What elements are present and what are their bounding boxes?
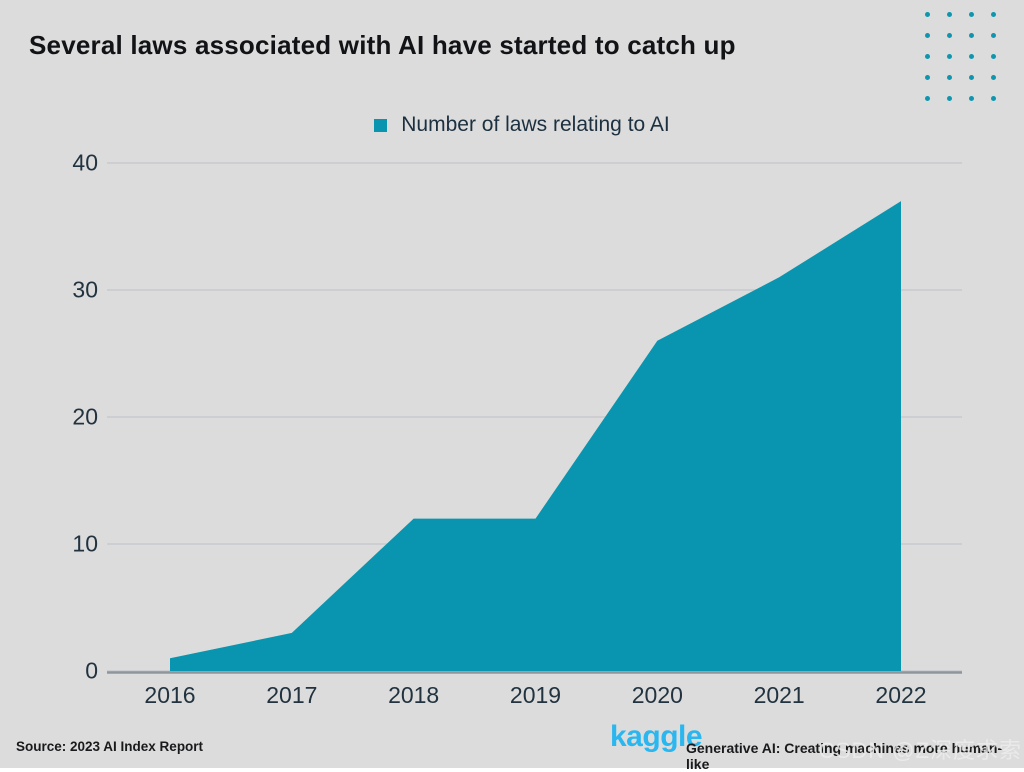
page-title: Several laws associated with AI have sta… <box>29 30 736 60</box>
dot-icon <box>991 54 996 59</box>
dots-decoration-icon <box>925 12 996 101</box>
y-tick-label: 10 <box>72 530 98 557</box>
dot-icon <box>947 96 952 101</box>
dot-icon <box>969 33 974 38</box>
dot-icon <box>925 33 930 38</box>
dot-icon <box>991 33 996 38</box>
x-tick-label: 2020 <box>631 682 683 708</box>
dot-icon <box>925 12 930 17</box>
dot-icon <box>969 96 974 101</box>
dot-icon <box>925 54 930 59</box>
kaggle-logo: kaggle <box>610 720 703 753</box>
area-series <box>170 201 901 671</box>
y-tick-label: 20 <box>72 403 98 430</box>
x-tick-label: 2017 <box>266 682 318 708</box>
x-tick-label: 2022 <box>875 682 927 708</box>
x-tick-label: 2016 <box>144 682 196 708</box>
x-tick-label: 2021 <box>753 682 805 708</box>
dot-icon <box>991 75 996 80</box>
y-tick-label: 30 <box>72 276 98 303</box>
dot-icon <box>947 54 952 59</box>
dot-icon <box>969 12 974 17</box>
chart-legend: Number of laws relating to AI <box>0 113 1024 137</box>
dot-icon <box>991 96 996 101</box>
dot-icon <box>947 33 952 38</box>
dot-icon <box>925 75 930 80</box>
legend-label: Number of laws relating to AI <box>401 113 670 136</box>
y-tick-label: 40 <box>72 149 98 176</box>
dot-icon <box>947 12 952 17</box>
dot-icon <box>969 75 974 80</box>
y-tick-label: 0 <box>85 657 98 684</box>
csdn-watermark: CSDN @Z深度求索 <box>818 738 1022 763</box>
source-note: Source: 2023 AI Index Report <box>16 739 204 754</box>
dot-icon <box>991 12 996 17</box>
x-tick-label: 2018 <box>388 682 440 708</box>
legend-swatch-icon <box>374 118 388 132</box>
x-tick-label: 2019 <box>509 682 562 708</box>
dot-icon <box>947 75 952 80</box>
dot-icon <box>969 54 974 59</box>
dot-icon <box>925 96 930 101</box>
